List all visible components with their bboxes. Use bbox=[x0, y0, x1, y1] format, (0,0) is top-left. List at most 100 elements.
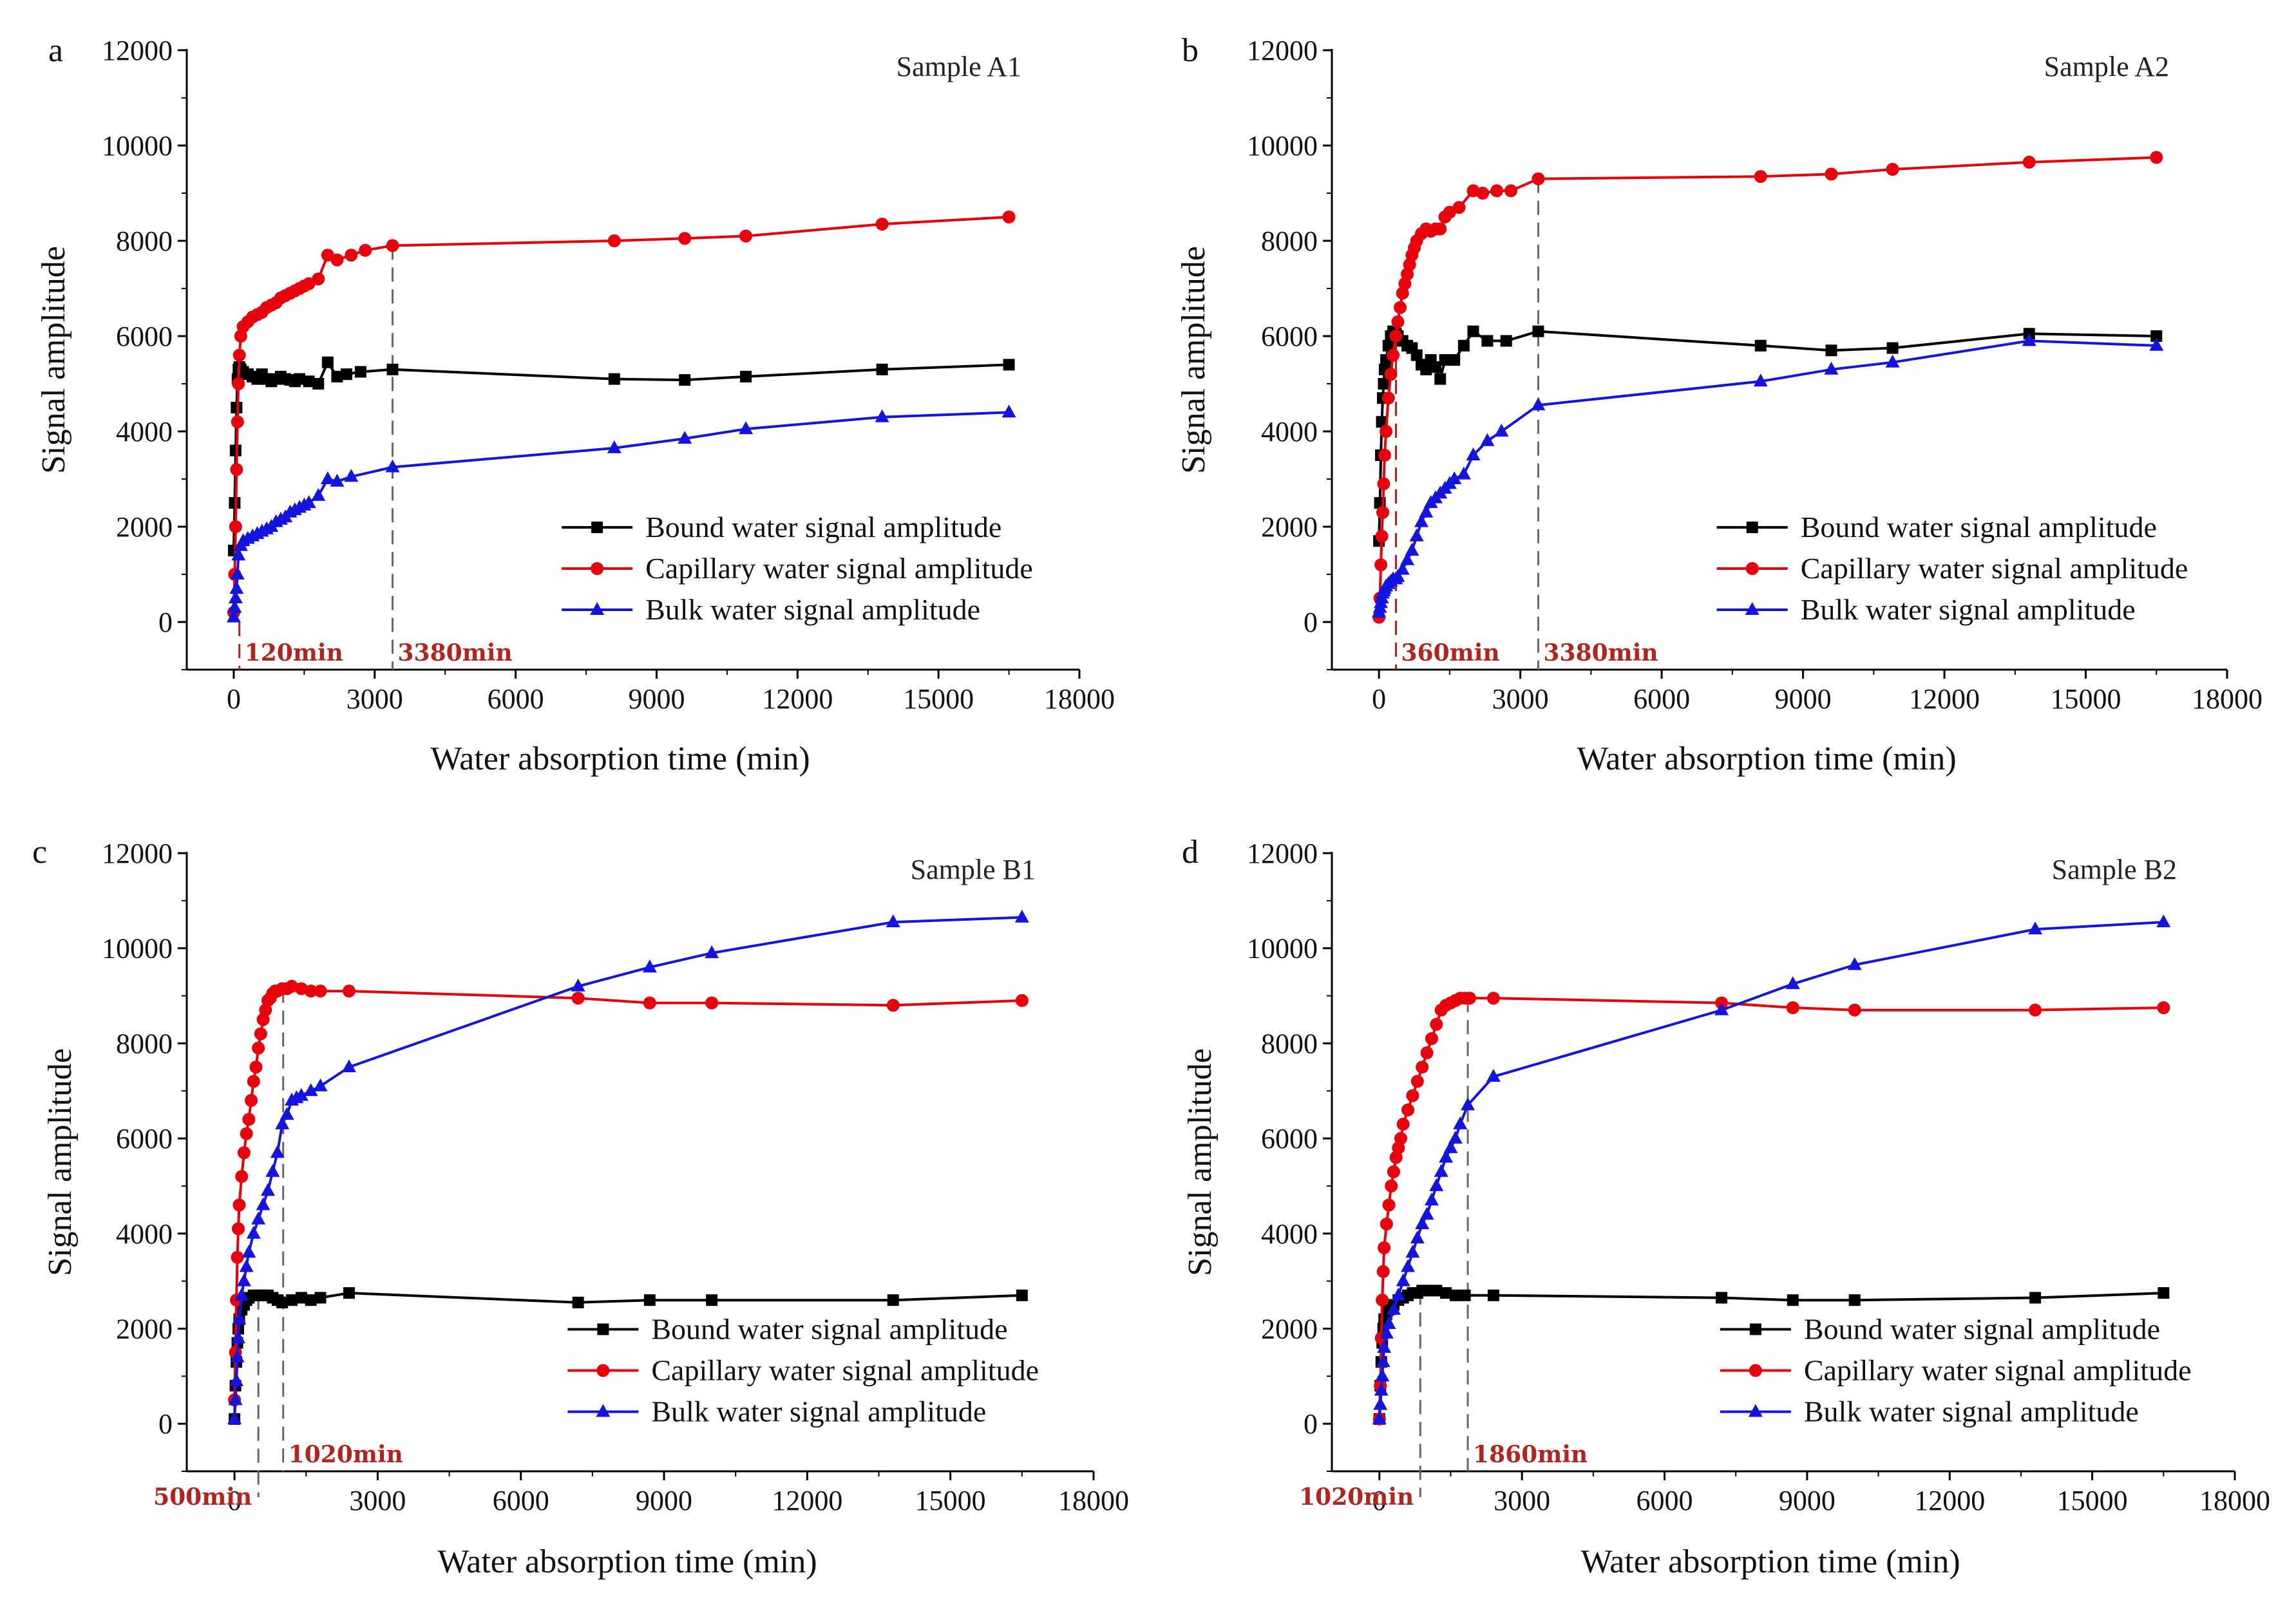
data-point bbox=[1384, 368, 1398, 381]
data-point bbox=[1387, 348, 1400, 362]
data-point bbox=[252, 1041, 265, 1055]
data-point bbox=[1490, 184, 1504, 198]
data-point bbox=[1443, 1140, 1458, 1153]
x-tick-label: 9000 bbox=[628, 683, 685, 715]
data-point bbox=[1476, 187, 1490, 200]
panel-d: 0 2000 4000 6000 8000 10000 12000 0 3000 6000 9000… bbox=[1182, 834, 2270, 1580]
data-point bbox=[1785, 976, 1800, 990]
data-point bbox=[228, 590, 243, 603]
data-point bbox=[311, 487, 326, 501]
data-point bbox=[2157, 1001, 2170, 1014]
data-point bbox=[2158, 1287, 2170, 1299]
x-tick-label: 12000 bbox=[1914, 1485, 1985, 1516]
x-tick-label: 0 bbox=[1372, 1485, 1387, 1516]
data-point bbox=[1452, 201, 1466, 214]
data-point bbox=[1002, 211, 1016, 223]
data-point bbox=[678, 232, 692, 245]
data-point bbox=[643, 996, 656, 1010]
x-tick-label: 9000 bbox=[1779, 1485, 1836, 1516]
data-point bbox=[2150, 151, 2163, 164]
data-point bbox=[321, 356, 334, 368]
data-point bbox=[1396, 1273, 1410, 1286]
data-point bbox=[1434, 1164, 1448, 1177]
data-point bbox=[229, 520, 242, 533]
x-tick-label: 15000 bbox=[903, 683, 974, 715]
y-tick-label: 4000 bbox=[1261, 1218, 1318, 1250]
data-point bbox=[1754, 170, 1767, 184]
annotation-label: 1860min bbox=[1473, 1441, 1588, 1468]
data-point bbox=[294, 373, 306, 385]
sample-title: Sample A1 bbox=[897, 51, 1021, 82]
data-point bbox=[256, 1197, 270, 1211]
data-point bbox=[330, 473, 345, 487]
data-point bbox=[887, 1294, 899, 1306]
data-point bbox=[1494, 424, 1509, 437]
x-tick-label: 0 bbox=[227, 683, 241, 715]
data-point bbox=[1375, 529, 1389, 543]
x-tick-label: 12000 bbox=[762, 683, 833, 715]
data-point bbox=[1847, 957, 1862, 970]
data-point bbox=[1372, 1411, 1387, 1424]
data-point bbox=[1486, 992, 1500, 1005]
data-point bbox=[1378, 1241, 1391, 1254]
annotation-label: 3380min bbox=[398, 639, 513, 666]
y-tick-label: 12000 bbox=[1247, 35, 1318, 66]
x-tick-label: 6000 bbox=[493, 1485, 549, 1516]
data-point bbox=[705, 945, 719, 959]
data-point bbox=[341, 1059, 356, 1073]
series-circle bbox=[1372, 992, 2170, 1426]
series-circle bbox=[228, 979, 1029, 1407]
data-point bbox=[305, 1294, 317, 1306]
panel-letter: c bbox=[32, 834, 47, 871]
data-point bbox=[229, 1373, 244, 1386]
x-tick-label: 9000 bbox=[1775, 683, 1832, 715]
data-point bbox=[354, 366, 366, 378]
x-tick-label: 18000 bbox=[1058, 1485, 1129, 1516]
x-tick-label: 18000 bbox=[2199, 1485, 2270, 1516]
legend-label: Bound water signal amplitude bbox=[1801, 511, 2157, 543]
data-point bbox=[2029, 1003, 2042, 1017]
data-point bbox=[1424, 1192, 1439, 1206]
data-point bbox=[2029, 1292, 2042, 1304]
x-tick-label: 3000 bbox=[349, 1485, 406, 1516]
data-point bbox=[571, 992, 585, 1005]
y-tick-label: 8000 bbox=[116, 225, 173, 257]
data-point bbox=[312, 378, 325, 390]
data-point bbox=[1429, 1178, 1444, 1191]
y-axis-title: Signal amplitude bbox=[1175, 246, 1212, 474]
data-point bbox=[1486, 1069, 1501, 1082]
series-triangle bbox=[1372, 914, 2171, 1424]
data-point bbox=[1481, 335, 1494, 347]
legend-label: Bulk water signal amplitude bbox=[1801, 593, 2136, 626]
data-point bbox=[607, 440, 621, 453]
y-tick-label: 6000 bbox=[116, 321, 173, 352]
data-point bbox=[1480, 433, 1495, 446]
data-point bbox=[572, 1296, 584, 1308]
x-tick-label: 3000 bbox=[1494, 1485, 1550, 1516]
y-tick-label: 10000 bbox=[102, 933, 173, 965]
y-tick-label: 8000 bbox=[1261, 1028, 1318, 1059]
annotation-label: 500min bbox=[153, 1484, 252, 1511]
data-point bbox=[1395, 561, 1410, 575]
data-point bbox=[1716, 1292, 1728, 1304]
data-point bbox=[1405, 1245, 1420, 1258]
data-point bbox=[1405, 543, 1419, 556]
data-point bbox=[232, 377, 245, 390]
data-point bbox=[342, 985, 356, 998]
legend-marker bbox=[1745, 602, 1760, 615]
data-point bbox=[1396, 1117, 1410, 1131]
data-point bbox=[1406, 1089, 1419, 1102]
data-point bbox=[1414, 514, 1428, 527]
series-triangle bbox=[227, 909, 1029, 1424]
y-tick-label: 6000 bbox=[1261, 1123, 1318, 1154]
data-point bbox=[1410, 1230, 1425, 1244]
data-point bbox=[237, 1146, 251, 1160]
data-point bbox=[739, 229, 753, 243]
data-point bbox=[242, 1245, 256, 1258]
data-point bbox=[1378, 449, 1391, 462]
legend-label: Capillary water signal amplitude bbox=[645, 552, 1033, 585]
series-line bbox=[1378, 156, 2157, 617]
data-point bbox=[231, 402, 243, 413]
data-point bbox=[679, 374, 691, 386]
y-tick-label: 12000 bbox=[102, 838, 173, 869]
